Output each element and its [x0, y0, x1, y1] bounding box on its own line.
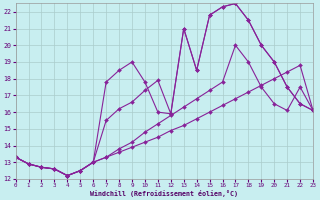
X-axis label: Windchill (Refroidissement éolien,°C): Windchill (Refroidissement éolien,°C)	[90, 190, 238, 197]
